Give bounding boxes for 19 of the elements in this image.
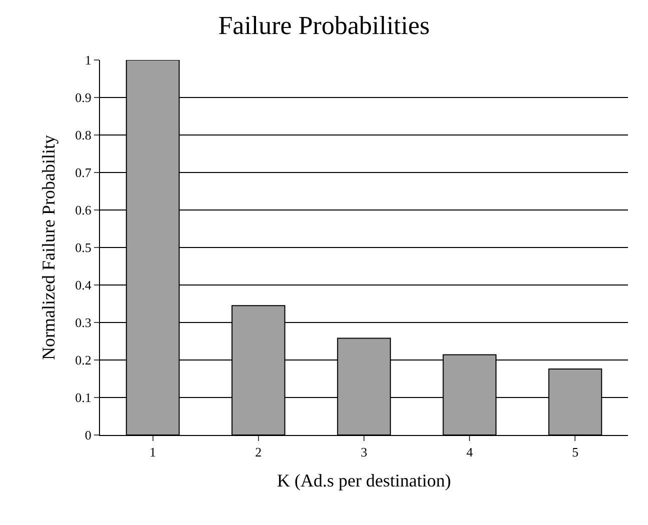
- x-tick-label: 4: [466, 444, 474, 460]
- x-axis-title: K (Ad.s per destination): [277, 470, 451, 491]
- y-tick-label: 0.9: [75, 90, 92, 106]
- y-axis-title: Normalized Failure Probability: [38, 135, 58, 360]
- y-tick-label: 0.8: [75, 128, 92, 143]
- y-tick-label: 0: [84, 428, 92, 443]
- x-tick-label: 3: [360, 444, 368, 460]
- x-tick-label: 1: [150, 444, 156, 460]
- y-tick-label: 0.1: [75, 390, 92, 406]
- y-tick-label: 0.3: [75, 315, 92, 330]
- y-tick-label: 0.7: [75, 165, 92, 180]
- chart-title: Failure Probabilities: [218, 10, 430, 40]
- y-tick-label: 0.4: [75, 278, 92, 293]
- y-tick-label: 0.6: [75, 202, 92, 218]
- x-tick-label: 2: [255, 444, 262, 460]
- x-tick-label: 5: [572, 444, 578, 460]
- y-tick-label: 0.2: [75, 352, 92, 368]
- y-tick-label: 0.5: [75, 240, 92, 256]
- y-tick-label: 1: [84, 52, 92, 68]
